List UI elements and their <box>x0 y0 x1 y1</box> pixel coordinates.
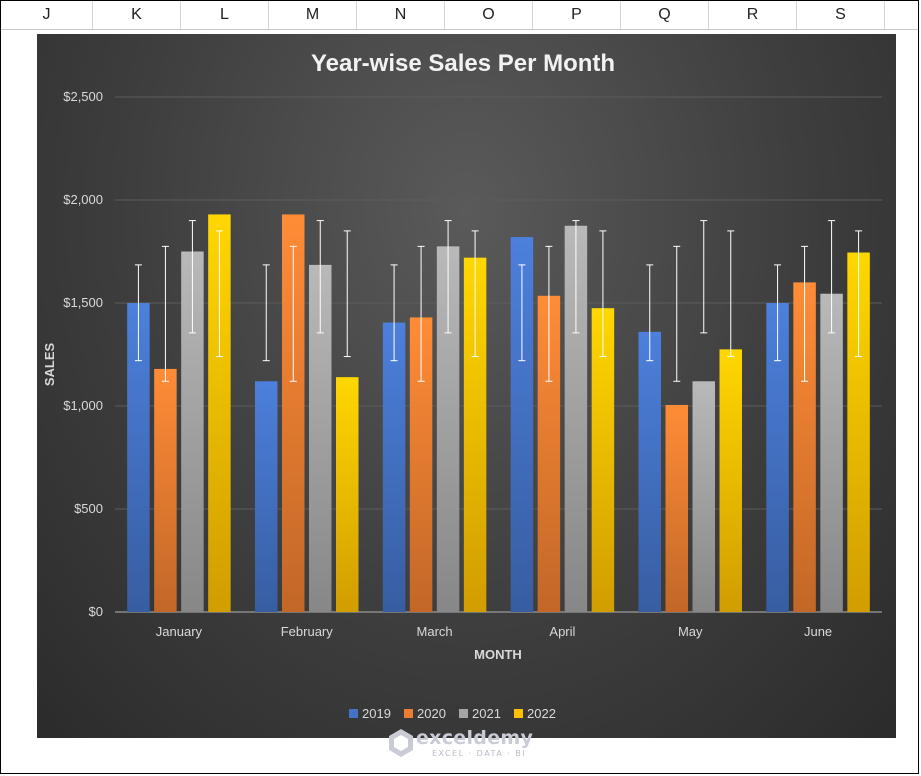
legend-swatch <box>349 709 358 718</box>
error-bar <box>673 245 681 382</box>
error-bar <box>545 245 553 382</box>
chart-area[interactable]: Year-wise Sales Per Month $0 $500 $1,000 $1… <box>37 34 896 738</box>
bar-2019-march[interactable] <box>382 322 406 612</box>
legend-swatch <box>404 709 413 718</box>
bar-2019-june[interactable] <box>766 303 789 612</box>
column-header-s[interactable]: S <box>797 1 885 29</box>
bar-2021-april[interactable] <box>564 225 588 612</box>
bar-2022-february[interactable] <box>336 377 359 612</box>
y-tick-label: $0 <box>89 604 103 619</box>
x-axis-ticks: January February March April May June <box>156 624 832 639</box>
column-header-m[interactable]: M <box>269 1 357 29</box>
error-bar <box>215 230 223 358</box>
legend-item-2022[interactable]: 2022 <box>514 706 556 721</box>
bar-2021-march[interactable] <box>436 246 460 612</box>
legend-swatch <box>514 709 523 718</box>
exceldemy-watermark: exceldemy EXCEL · DATA · BI <box>386 727 536 761</box>
error-bar <box>289 245 297 382</box>
x-axis-title: MONTH <box>474 647 522 662</box>
legend-item-2019[interactable]: 2019 <box>349 706 391 721</box>
column-header-j[interactable]: J <box>1 1 93 29</box>
exceldemy-logo-icon <box>389 729 413 757</box>
y-axis-title: SALES <box>42 343 57 387</box>
legend-item-2020[interactable]: 2020 <box>404 706 446 721</box>
x-tick-label: June <box>804 624 832 639</box>
column-header-l[interactable]: L <box>181 1 269 29</box>
error-bar <box>161 245 169 382</box>
bar-2020-february[interactable] <box>282 214 305 613</box>
y-tick-label: $500 <box>74 501 103 516</box>
y-tick-label: $2,000 <box>63 192 103 207</box>
legend-label: 2020 <box>417 706 446 721</box>
x-tick-label: February <box>281 624 334 639</box>
error-bar <box>572 220 580 334</box>
error-bar <box>390 264 398 362</box>
error-bar <box>801 245 809 382</box>
column-header-n[interactable]: N <box>357 1 445 29</box>
y-tick-label: $1,000 <box>63 398 103 413</box>
watermark-name: exceldemy <box>416 727 534 749</box>
bar-2019-april[interactable] <box>510 237 534 612</box>
bars <box>127 214 870 613</box>
bar-2020-may[interactable] <box>665 404 689 612</box>
legend-swatch <box>459 709 468 718</box>
column-header-r[interactable]: R <box>709 1 797 29</box>
column-header-k[interactable]: K <box>93 1 181 29</box>
x-tick-label: April <box>549 624 575 639</box>
error-bar <box>134 264 142 362</box>
error-bars <box>134 220 863 382</box>
bar-2021-january[interactable] <box>181 251 204 613</box>
bar-2020-march[interactable] <box>409 317 433 612</box>
bar-2022-april[interactable] <box>591 308 615 612</box>
bar-2020-january[interactable] <box>154 368 177 612</box>
y-axis-ticks: $0 $500 $1,000 $1,500 $2,000 $2,500 <box>63 89 103 619</box>
y-tick-label: $1,500 <box>63 295 103 310</box>
error-bar <box>471 230 479 358</box>
bar-2021-june[interactable] <box>820 293 843 612</box>
error-bar <box>646 264 654 362</box>
error-bar <box>316 220 324 334</box>
x-tick-label: May <box>678 624 703 639</box>
column-header-o[interactable]: O <box>445 1 533 29</box>
bar-2020-april[interactable] <box>537 295 561 612</box>
bar-2021-february[interactable] <box>309 264 332 612</box>
x-tick-label: January <box>156 624 203 639</box>
bar-2022-march[interactable] <box>463 257 487 612</box>
y-tick-label: $2,500 <box>63 89 103 104</box>
error-bar <box>343 230 351 358</box>
bar-2019-january[interactable] <box>127 303 150 612</box>
column-header-row: J K L M N O P Q R S <box>1 1 918 30</box>
column-header-q[interactable]: Q <box>621 1 709 29</box>
error-bar <box>262 264 270 362</box>
chart-title: Year-wise Sales Per Month <box>311 50 615 77</box>
x-tick-label: March <box>417 624 453 639</box>
error-bar <box>855 230 863 358</box>
legend-item-2021[interactable]: 2021 <box>459 706 501 721</box>
legend: 2019 2020 2021 2022 <box>349 706 556 721</box>
bar-2019-february[interactable] <box>255 381 278 612</box>
error-bar <box>417 245 425 382</box>
error-bar <box>518 264 526 362</box>
legend-label: 2022 <box>527 706 556 721</box>
error-bar <box>727 230 735 358</box>
error-bar <box>188 220 196 334</box>
column-header-p[interactable]: P <box>533 1 621 29</box>
error-bar <box>444 220 452 334</box>
bar-2022-january[interactable] <box>208 214 231 613</box>
gridlines <box>115 96 882 613</box>
chart-svg: Year-wise Sales Per Month $0 $500 $1,000 $1… <box>42 50 882 721</box>
error-bar <box>700 220 708 334</box>
error-bar <box>828 220 836 334</box>
watermark-tagline: EXCEL · DATA · BI <box>432 749 527 758</box>
legend-label: 2021 <box>472 706 501 721</box>
bar-2020-june[interactable] <box>793 282 816 612</box>
bar-2019-may[interactable] <box>638 331 662 612</box>
bar-2022-june[interactable] <box>847 252 870 612</box>
bar-2022-may[interactable] <box>719 349 743 612</box>
bar-2021-may[interactable] <box>692 381 716 612</box>
error-bar <box>599 230 607 358</box>
legend-label: 2019 <box>362 706 391 721</box>
error-bar <box>774 264 782 362</box>
